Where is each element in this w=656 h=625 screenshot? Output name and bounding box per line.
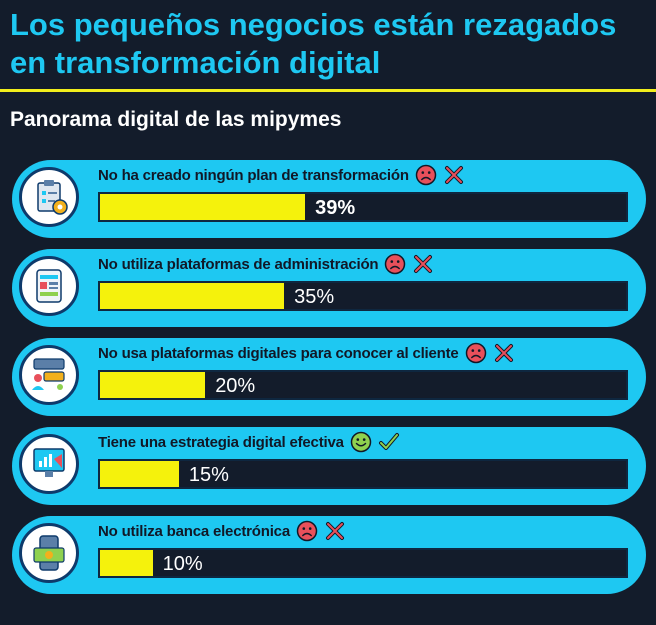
value-label: 10% bbox=[162, 553, 203, 575]
phone-money-icon bbox=[19, 523, 79, 583]
value-label: 15% bbox=[188, 464, 229, 486]
cross-mark-icon bbox=[414, 255, 433, 273]
value-label: 39% bbox=[315, 197, 356, 219]
value-label: 35% bbox=[294, 286, 335, 308]
customer-chat-icon bbox=[19, 345, 79, 405]
bar-track: 35% bbox=[98, 281, 628, 311]
cross-mark-icon bbox=[325, 522, 344, 540]
category-label: No utiliza banca electrónica bbox=[98, 520, 346, 542]
category-label: No ha creado ningún plan de transformaci… bbox=[98, 164, 465, 186]
category-label-text: No ha creado ningún plan de transformaci… bbox=[98, 166, 409, 184]
check-mark-icon bbox=[378, 433, 399, 450]
bar bbox=[100, 461, 179, 487]
bar-row: No usa plataformas digitales para conoce… bbox=[12, 338, 646, 416]
divider bbox=[0, 89, 656, 92]
bar bbox=[100, 550, 153, 576]
category-label: No utiliza plataformas de administración bbox=[98, 253, 434, 275]
bar-track: 10% bbox=[98, 548, 628, 578]
chart-subtitle: Panorama digital de las mipymes bbox=[10, 108, 342, 131]
sad-face-icon bbox=[415, 164, 437, 186]
sad-face-icon bbox=[385, 253, 406, 275]
phone-dashboard-icon bbox=[19, 256, 79, 316]
category-label: Tiene una estrategia digital efectiva bbox=[98, 431, 400, 453]
sad-face-icon bbox=[296, 520, 318, 542]
category-label-text: No utiliza plataformas de administración bbox=[98, 255, 379, 273]
value-label: 20% bbox=[215, 375, 256, 397]
cross-mark-icon bbox=[444, 166, 463, 184]
bar bbox=[100, 283, 285, 309]
bar-row: No utiliza plataformas de administración… bbox=[12, 249, 646, 327]
category-label-text: No utiliza banca electrónica bbox=[98, 522, 290, 540]
cross-mark-icon bbox=[494, 344, 513, 362]
category-label-text: No usa plataformas digitales para conoce… bbox=[98, 344, 459, 362]
smiley-face-icon bbox=[350, 431, 371, 453]
bar bbox=[100, 372, 206, 398]
bar-track: 15% bbox=[98, 459, 628, 489]
bar-row: No utiliza banca electrónica 10% bbox=[12, 516, 646, 594]
bar-row: Tiene una estrategia digital efectiva 15% bbox=[12, 427, 646, 505]
bar-track: 39% bbox=[98, 192, 628, 222]
category-label-text: Tiene una estrategia digital efectiva bbox=[98, 433, 344, 451]
megaphone-chart-icon bbox=[19, 434, 79, 494]
bar-track: 20% bbox=[98, 370, 628, 400]
category-label: No usa plataformas digitales para conoce… bbox=[98, 342, 515, 364]
clipboard-gear-icon bbox=[19, 167, 79, 227]
bar bbox=[100, 194, 306, 220]
bar-row: No ha creado ningún plan de transformaci… bbox=[12, 160, 646, 238]
page-title: Los pequeños negocios están rezagados en… bbox=[10, 7, 617, 80]
sad-face-icon bbox=[465, 342, 486, 364]
